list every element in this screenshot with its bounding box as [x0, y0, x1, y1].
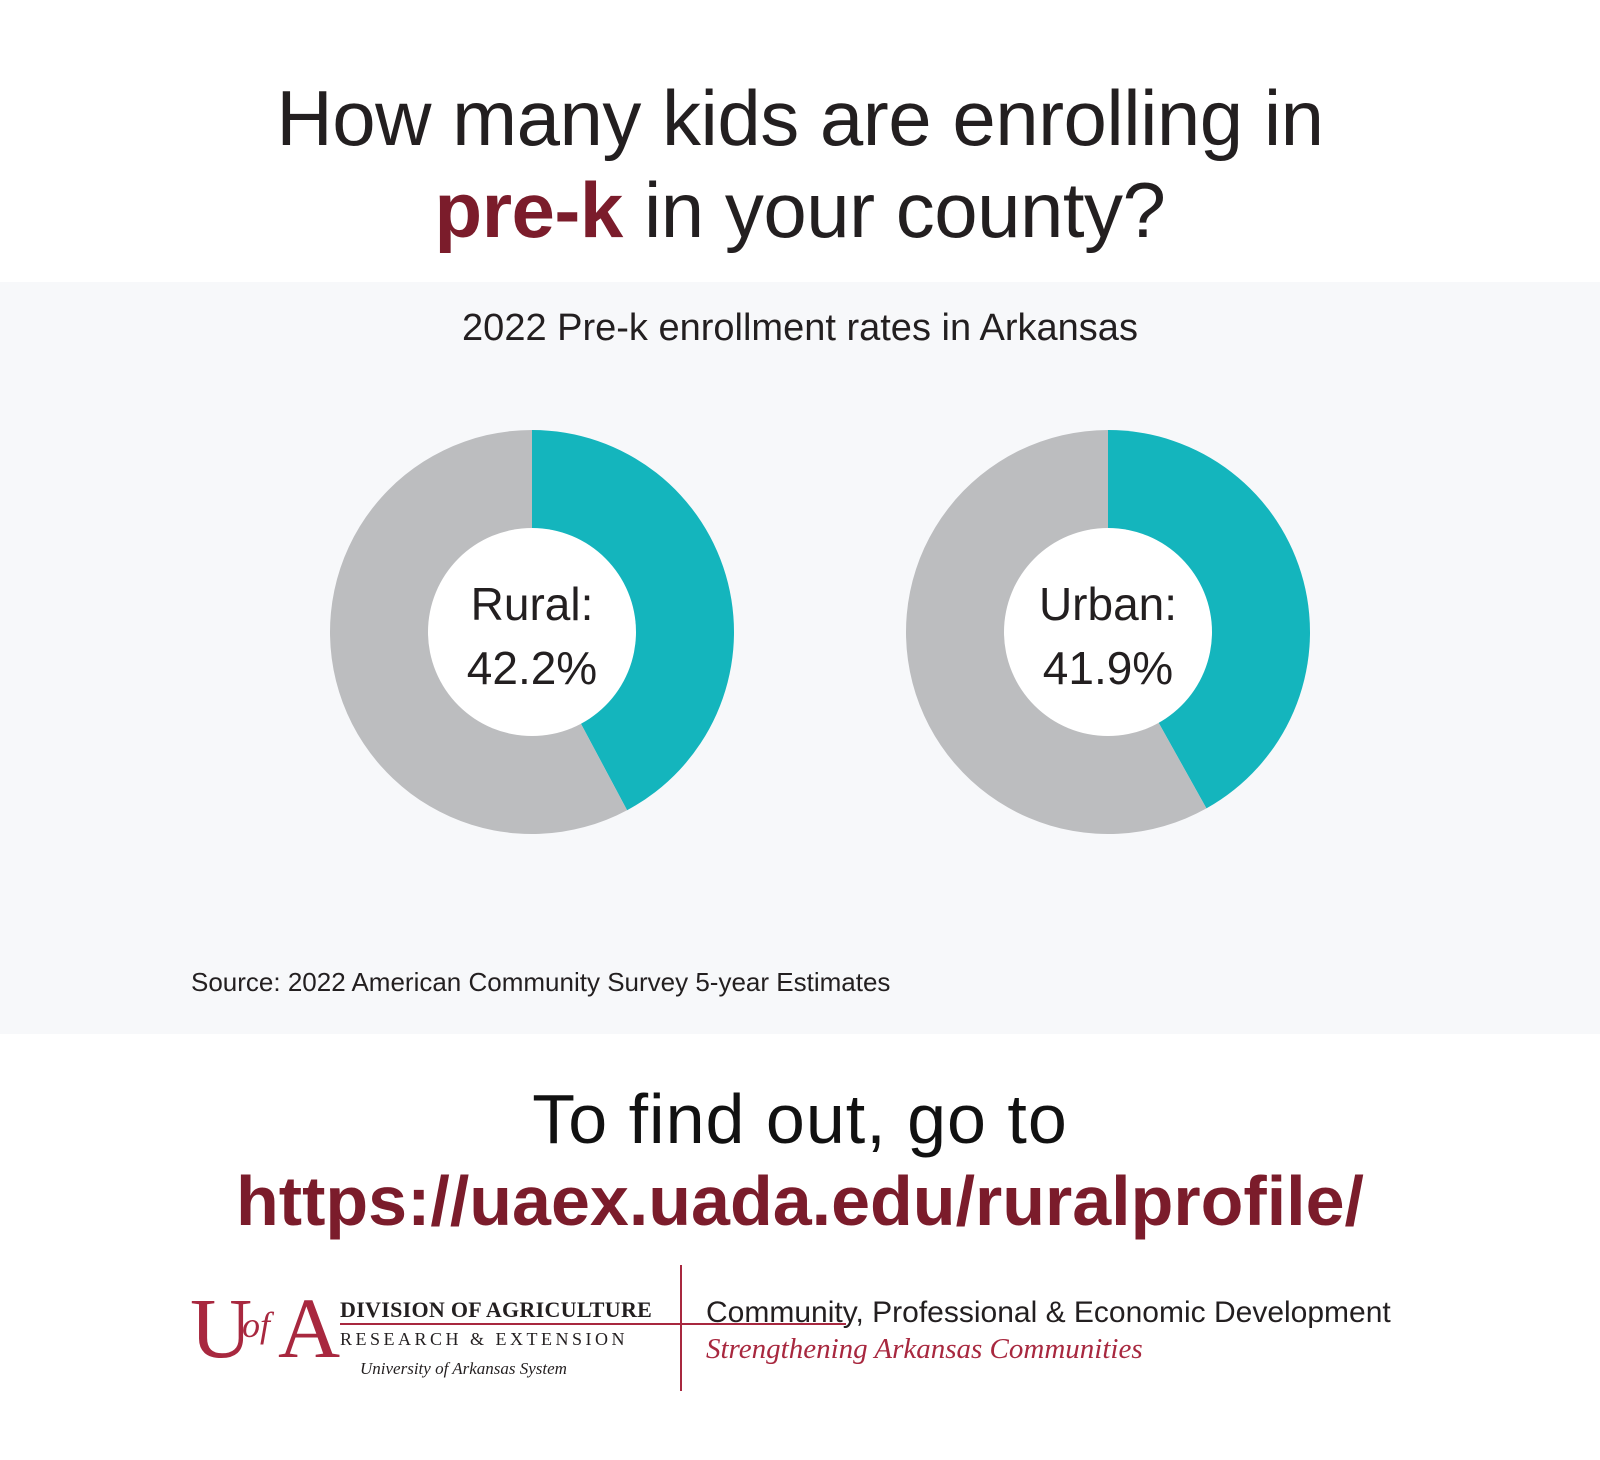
uofa-logo: U of A	[190, 1280, 341, 1376]
rural-center-value: 42.2%	[467, 642, 597, 694]
logo-divider	[340, 1323, 846, 1325]
chart-panel: 2022 Pre-k enrollment rates in Arkansas …	[0, 282, 1600, 1034]
profile-link[interactable]: https://uaex.uada.edu/ruralprofile/	[236, 1162, 1364, 1240]
rural-center-label: Rural:	[471, 578, 594, 630]
urban-center-value: 41.9%	[1043, 642, 1173, 694]
footer-logos: U of A DIVISION OF AGRICULTURE RESEARCH …	[190, 1265, 1470, 1395]
headline-accent: pre-k	[434, 166, 624, 254]
headline-line-1: How many kids are enrolling in	[276, 74, 1324, 162]
headline: How many kids are enrolling in pre-k in …	[0, 72, 1600, 256]
chart-title: 2022 Pre-k enrollment rates in Arkansas	[462, 307, 1138, 349]
headline-line-2: pre-k in your county?	[0, 164, 1600, 256]
org-name: Community, Professional & Economic Devel…	[706, 1296, 1391, 1329]
university-system: University of Arkansas System	[360, 1359, 567, 1378]
donut-charts: Rural: 42.2% Urban: 41.9%	[329, 430, 1310, 834]
urban-donut-hole	[1004, 528, 1212, 736]
source-note: Source: 2022 American Community Survey 5…	[191, 967, 891, 997]
cta-text: To find out, go to	[532, 1080, 1068, 1158]
urban-center-label: Urban:	[1039, 578, 1177, 630]
research-extension: RESEARCH & EXTENSION	[340, 1329, 629, 1349]
org-tagline: Strengthening Arkansas Communities	[706, 1333, 1143, 1365]
rural-donut-hole	[428, 528, 636, 736]
footer-divider	[680, 1265, 682, 1391]
headline-line-2-rest: in your county?	[622, 166, 1166, 254]
division-name: DIVISION OF AGRICULTURE	[340, 1297, 653, 1322]
